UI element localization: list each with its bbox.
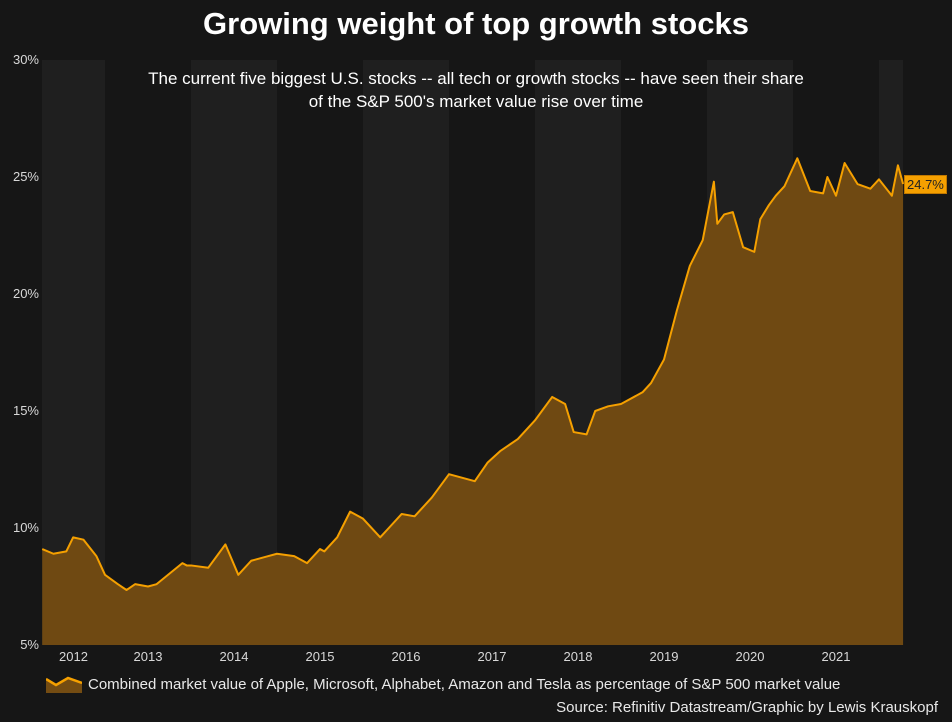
y-tick-label: 30% — [13, 52, 39, 67]
legend-area-icon — [46, 676, 82, 693]
legend: Combined market value of Apple, Microsof… — [46, 675, 840, 693]
y-tick-label: 10% — [13, 520, 39, 535]
x-tick-label: 2013 — [134, 649, 163, 664]
x-tick-label: 2014 — [220, 649, 249, 664]
x-tick-label: 2019 — [650, 649, 679, 664]
x-tick-label: 2021 — [822, 649, 851, 664]
x-tick-label: 2012 — [59, 649, 88, 664]
x-tick-label: 2016 — [392, 649, 421, 664]
y-tick-label: 20% — [13, 286, 39, 301]
x-tick-label: 2018 — [564, 649, 593, 664]
subtitle-line: The current five biggest U.S. stocks -- … — [148, 69, 804, 88]
area-fill — [42, 158, 904, 645]
legend-label: Combined market value of Apple, Microsof… — [88, 675, 841, 693]
source-note: Source: Refinitiv Datastream/Graphic by … — [556, 699, 938, 716]
x-tick-label: 2015 — [306, 649, 335, 664]
year-band — [191, 60, 277, 645]
chart-subtitle: The current five biggest U.S. stocks -- … — [0, 67, 952, 113]
y-tick-label: 15% — [13, 403, 39, 418]
chart-title: Growing weight of top growth stocks — [203, 6, 749, 41]
y-tick-label: 5% — [20, 637, 39, 652]
x-tick-label: 2017 — [478, 649, 507, 664]
subtitle-line: of the S&P 500's market value rise over … — [308, 92, 644, 111]
x-tick-label: 2020 — [736, 649, 765, 664]
y-tick-label: 25% — [13, 169, 39, 184]
end-value-label: 24.7% — [904, 175, 947, 194]
